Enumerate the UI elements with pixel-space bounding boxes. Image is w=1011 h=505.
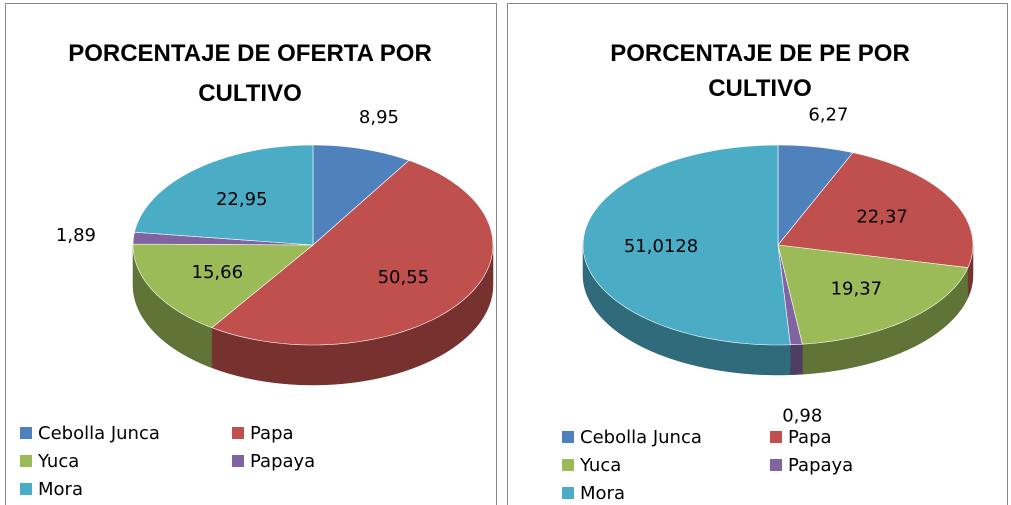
panel-border (5, 3, 497, 505)
legend-swatch (20, 427, 32, 439)
legend-swatch (562, 487, 574, 499)
legend-label: Mora (38, 479, 83, 500)
slice (582, 144, 791, 346)
data-label: 51,0128 (624, 236, 698, 257)
chart-title: PORCENTAJE DE PE POR CULTIVO (610, 40, 910, 102)
pie-sides (582, 244, 974, 376)
legend-swatch (20, 455, 32, 467)
legend-swatch (562, 459, 574, 471)
data-label: 22,95 (216, 189, 268, 210)
data-label: 50,55 (378, 267, 430, 288)
legend-swatch (770, 459, 782, 471)
legend-swatch (562, 431, 574, 443)
legend-label: Cebolla Junca (580, 427, 702, 448)
slice (777, 244, 803, 346)
slice (132, 243, 314, 329)
data-label: 19,37 (831, 279, 883, 300)
data-label: 0,98 (782, 405, 822, 426)
legend-label: Yuca (37, 451, 79, 472)
data-label: 8,95 (359, 107, 399, 128)
legend-label: Papaya (788, 455, 853, 476)
slice (777, 144, 854, 246)
legend-label: Cebolla Junca (38, 423, 160, 444)
legend-label: Mora (580, 483, 625, 504)
slice (134, 144, 314, 246)
data-label: 1,89 (56, 225, 96, 246)
chart-title: PORCENTAJE DE OFERTA POR CULTIVO (68, 40, 432, 107)
legend-swatch (232, 427, 244, 439)
data-label: 6,27 (808, 105, 848, 126)
slice (211, 160, 494, 346)
legend-label: Papa (250, 423, 294, 444)
legend-swatch (20, 483, 32, 495)
legend-label: Yuca (579, 455, 621, 476)
pie-tops (132, 144, 494, 346)
data-label: 15,66 (192, 262, 244, 283)
data-label: 22,37 (856, 207, 908, 228)
legend-swatch (770, 431, 782, 443)
slice (777, 244, 969, 345)
slice (777, 152, 974, 268)
slice (312, 144, 410, 246)
legend-label: Papa (788, 427, 832, 448)
slice-side (790, 343, 803, 376)
pie-tops (582, 144, 974, 346)
legend-swatch (232, 455, 244, 467)
panel-border (507, 3, 1008, 505)
legend-label: Papaya (250, 451, 315, 472)
